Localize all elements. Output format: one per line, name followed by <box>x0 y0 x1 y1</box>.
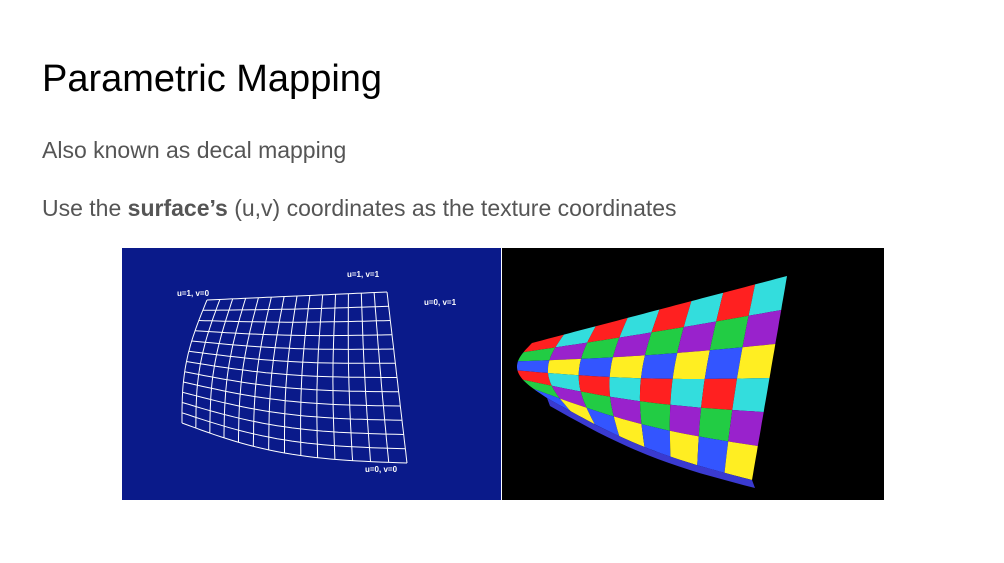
checker-tile <box>523 334 564 353</box>
checker-tile <box>669 430 699 466</box>
wire-gridline <box>316 294 324 458</box>
checker-tile <box>517 370 552 386</box>
checker-tile <box>728 410 764 446</box>
checker-tile <box>716 284 756 322</box>
checker-tile <box>517 347 556 362</box>
checker-tile <box>613 416 645 447</box>
checker-tile <box>547 358 582 376</box>
wire-gridline <box>332 294 337 460</box>
checker-tile <box>578 357 613 377</box>
checker-tile <box>697 436 729 473</box>
wire-gridline <box>300 295 311 456</box>
wire-gridline <box>183 381 401 407</box>
checker-tile <box>610 396 642 425</box>
checker-tile <box>580 391 614 417</box>
bullet-surface-coordinates: Use the surface’s (u,v) coordinates as t… <box>42 195 677 222</box>
wire-gridline <box>182 391 403 421</box>
wire-gridline <box>284 295 298 453</box>
checker-tile <box>669 404 702 437</box>
surface-rim <box>547 398 755 488</box>
checker-tile <box>581 337 620 359</box>
checker-tile <box>640 401 671 431</box>
parametric-mapping-figure: u=1, v=1 u=1, v=0 u=0, v=1 u=0, v=0 <box>122 248 884 500</box>
wire-gridline <box>209 298 234 434</box>
wireframe-surface: u=1, v=1 u=1, v=0 u=0, v=1 u=0, v=0 <box>177 270 457 474</box>
checker-tile <box>641 424 671 457</box>
checker-tile <box>587 317 628 343</box>
checker-tile <box>559 398 595 425</box>
checker-tile <box>704 347 743 379</box>
checker-tile <box>677 321 717 353</box>
wire-gridline <box>181 412 406 450</box>
label-u0-v0: u=0, v=0 <box>365 465 398 474</box>
wire-gridline <box>360 293 371 462</box>
checker-tile <box>578 375 611 397</box>
wire-gridline <box>202 305 389 311</box>
bullet-suffix: (u,v) coordinates as the texture coordin… <box>227 195 677 221</box>
wire-gridline <box>223 298 247 438</box>
textured-surface-image <box>502 248 884 500</box>
wire-gridline <box>252 296 272 447</box>
wire-gridline <box>238 297 259 443</box>
checker-tile <box>701 378 737 410</box>
checker-tile <box>639 378 673 405</box>
checker-tile <box>709 315 749 351</box>
checker-tile <box>586 407 620 437</box>
checker-tile <box>555 326 596 348</box>
checker-tile <box>551 385 587 408</box>
slide-title: Parametric Mapping <box>42 58 383 100</box>
checker-tile <box>732 378 770 412</box>
wire-gridline <box>186 361 397 378</box>
wire-gridline <box>386 291 408 464</box>
checker-tile <box>517 360 550 373</box>
wire-gridline <box>181 299 208 423</box>
checker-tile <box>619 309 660 338</box>
wire-gridline <box>195 299 221 429</box>
checker-tile <box>672 350 710 379</box>
wire-gridline <box>268 296 285 450</box>
checker-tile <box>609 355 645 379</box>
label-u1-v0: u=1, v=0 <box>177 289 210 298</box>
wireframe-surface-image: u=1, v=1 u=1, v=0 u=0, v=1 u=0, v=0 <box>122 248 501 500</box>
bullet-decal-mapping: Also known as decal mapping <box>42 137 347 163</box>
wire-gridline <box>182 402 404 435</box>
checker-tile <box>548 373 581 392</box>
label-u0-v1: u=0, v=1 <box>424 298 457 307</box>
bullet-bold-surface: surface’s <box>127 195 228 221</box>
checker-tile <box>549 342 588 361</box>
checker-tile <box>683 292 724 327</box>
bullet-prefix: Use the <box>42 195 128 221</box>
checker-tile <box>670 378 705 408</box>
wire-gridline <box>181 422 408 464</box>
checker-tile <box>698 407 733 442</box>
checker-tile <box>645 327 684 356</box>
wire-gridline <box>373 292 390 463</box>
checker-tile <box>724 441 758 480</box>
checker-tile <box>641 353 678 379</box>
wire-gridline <box>198 320 391 323</box>
checker-tile <box>522 379 560 399</box>
checker-tile <box>533 388 571 412</box>
checker-tile <box>612 332 652 358</box>
checker-tile <box>742 310 782 348</box>
checker-textured-surface <box>517 276 787 488</box>
label-u1-v1: u=1, v=1 <box>347 270 380 279</box>
checker-tile <box>651 301 692 333</box>
checker-tile <box>748 276 787 316</box>
checker-tile <box>609 377 641 402</box>
checker-tile <box>737 344 776 379</box>
wire-gridline <box>347 293 354 461</box>
